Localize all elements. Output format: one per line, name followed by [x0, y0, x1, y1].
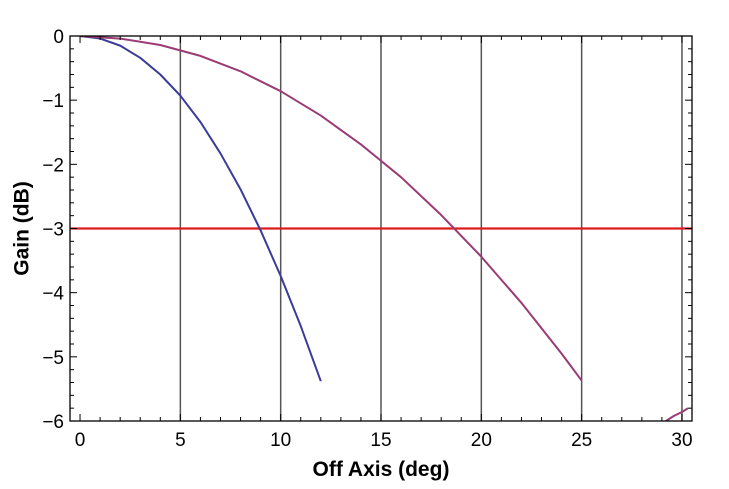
x-tick-label-0: 0 — [75, 430, 86, 451]
series-line-1 — [79, 36, 583, 382]
y-axis-title: Gain (dB) — [11, 181, 34, 276]
y-tick-label-0: 0 — [53, 27, 64, 48]
y-tick-label-4: −4 — [42, 284, 64, 305]
x-tick-labels: 0 5 10 15 20 25 30 — [75, 430, 693, 451]
x-tick-label-25: 25 — [571, 430, 592, 451]
y-tick-label-3: −3 — [42, 220, 64, 241]
series-line-2 — [665, 407, 689, 421]
series-line-0 — [79, 36, 322, 382]
x-tick-label-5: 5 — [175, 430, 186, 451]
series-layer — [79, 36, 689, 421]
x-tick-label-15: 15 — [370, 430, 391, 451]
y-tick-label-1: −1 — [42, 91, 64, 112]
x-tick-label-10: 10 — [270, 430, 291, 451]
y-tick-labels: 0 −1 −2 −3 −4 −5 −6 — [42, 27, 64, 433]
x-tick-label-30: 30 — [671, 430, 692, 451]
y-tick-label-6: −6 — [42, 412, 64, 433]
x-tick-label-20: 20 — [471, 430, 492, 451]
tick-marks — [70, 35, 692, 422]
x-axis-title: Off Axis (deg) — [313, 458, 450, 481]
y-tick-label-5: −5 — [42, 348, 64, 369]
y-tick-label-2: −2 — [42, 155, 64, 176]
